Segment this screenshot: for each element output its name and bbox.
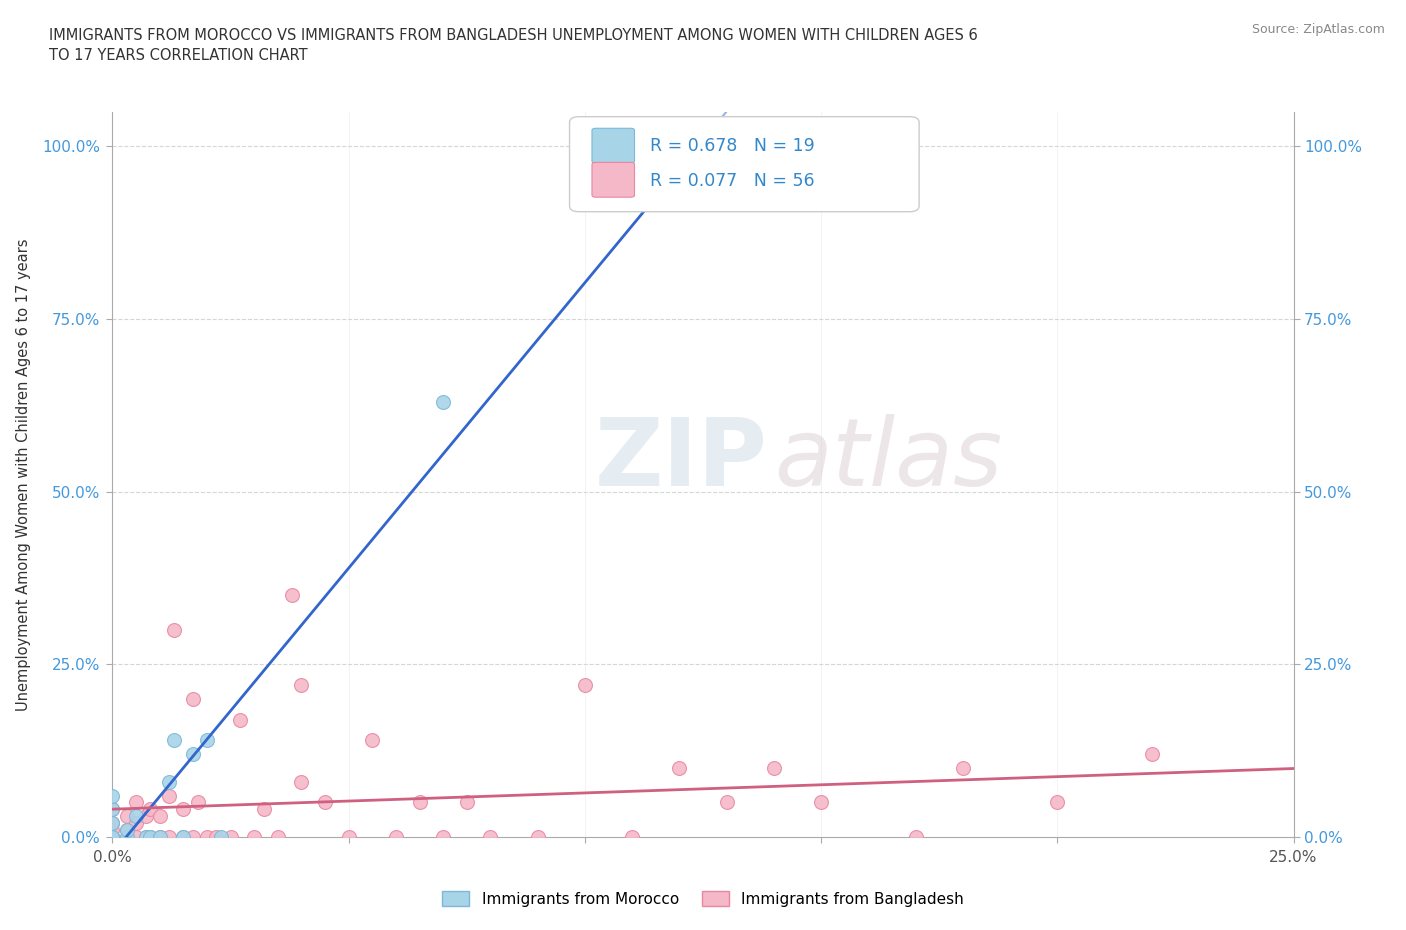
Point — [163, 733, 186, 748]
Point — [337, 830, 360, 844]
Point — [101, 823, 124, 838]
Point — [115, 823, 138, 838]
Point — [163, 622, 186, 637]
Point — [243, 830, 266, 844]
Point — [101, 830, 124, 844]
Point — [135, 830, 157, 844]
Point — [101, 788, 124, 803]
Point — [408, 795, 430, 810]
Y-axis label: Unemployment Among Women with Children Ages 6 to 17 years: Unemployment Among Women with Children A… — [15, 238, 31, 711]
Point — [361, 733, 384, 748]
Text: R = 0.077   N = 56: R = 0.077 N = 56 — [650, 172, 814, 191]
Point — [810, 795, 832, 810]
FancyBboxPatch shape — [569, 116, 920, 212]
Point — [125, 816, 148, 830]
Point — [1140, 747, 1163, 762]
Text: Source: ZipAtlas.com: Source: ZipAtlas.com — [1251, 23, 1385, 36]
Point — [281, 588, 304, 603]
Text: ZIP: ZIP — [595, 414, 768, 506]
Point — [101, 802, 124, 817]
Point — [621, 830, 644, 844]
Point — [172, 830, 194, 844]
Point — [952, 761, 974, 776]
Point — [149, 809, 172, 824]
Point — [115, 830, 138, 844]
Point — [479, 830, 502, 844]
Point — [526, 830, 548, 844]
Point — [115, 830, 138, 844]
Point — [668, 761, 690, 776]
Point — [101, 816, 124, 830]
Point — [135, 809, 157, 824]
FancyBboxPatch shape — [592, 163, 634, 197]
FancyBboxPatch shape — [592, 128, 634, 163]
Point — [195, 830, 218, 844]
Point — [195, 733, 218, 748]
Point — [253, 802, 276, 817]
Point — [125, 830, 148, 844]
Point — [432, 394, 454, 409]
Point — [101, 830, 124, 844]
Text: R = 0.678   N = 19: R = 0.678 N = 19 — [650, 138, 814, 155]
Point — [181, 691, 204, 706]
Point — [904, 830, 927, 844]
Point — [181, 830, 204, 844]
Text: IMMIGRANTS FROM MOROCCO VS IMMIGRANTS FROM BANGLADESH UNEMPLOYMENT AMONG WOMEN W: IMMIGRANTS FROM MOROCCO VS IMMIGRANTS FR… — [49, 28, 979, 62]
Point — [101, 830, 124, 844]
Point — [290, 775, 312, 790]
Point — [157, 788, 180, 803]
Point — [125, 795, 148, 810]
Point — [101, 816, 124, 830]
Point — [205, 830, 228, 844]
Point — [115, 809, 138, 824]
Point — [181, 747, 204, 762]
Point — [101, 830, 124, 844]
Point — [456, 795, 478, 810]
Point — [135, 830, 157, 844]
Point — [139, 830, 162, 844]
Point — [229, 712, 252, 727]
Point — [1046, 795, 1069, 810]
Point — [762, 761, 785, 776]
Point — [157, 775, 180, 790]
Point — [219, 830, 242, 844]
Point — [115, 823, 138, 838]
Point — [716, 795, 738, 810]
Point — [139, 802, 162, 817]
Point — [172, 802, 194, 817]
Point — [149, 830, 172, 844]
Point — [432, 830, 454, 844]
Point — [385, 830, 408, 844]
Point — [101, 830, 124, 844]
Point — [290, 678, 312, 693]
Point — [574, 678, 596, 693]
Point — [101, 802, 124, 817]
Point — [314, 795, 336, 810]
Point — [101, 830, 124, 844]
Text: atlas: atlas — [773, 414, 1002, 505]
Point — [267, 830, 290, 844]
Point — [139, 830, 162, 844]
Point — [125, 809, 148, 824]
Point — [668, 159, 690, 174]
Point — [157, 830, 180, 844]
Point — [186, 795, 208, 810]
Point — [172, 830, 194, 844]
Point — [209, 830, 232, 844]
Point — [149, 830, 172, 844]
Legend: Immigrants from Morocco, Immigrants from Bangladesh: Immigrants from Morocco, Immigrants from… — [436, 884, 970, 912]
